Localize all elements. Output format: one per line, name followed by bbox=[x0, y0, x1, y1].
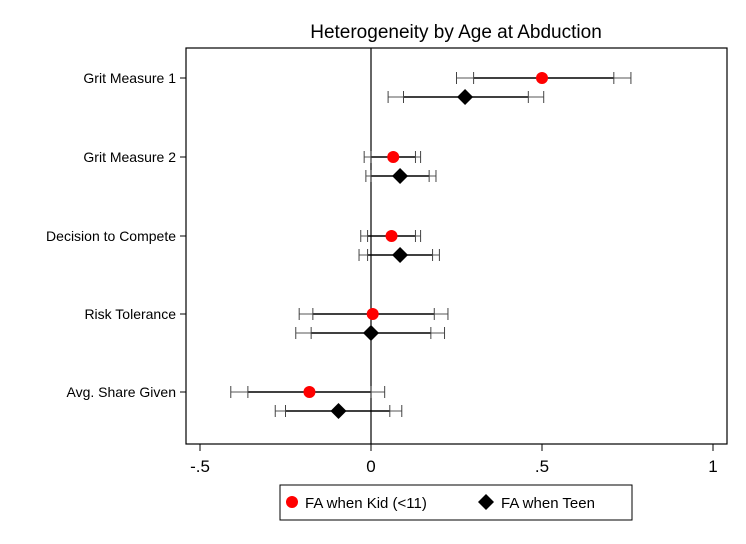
legend-teen-marker bbox=[478, 494, 494, 510]
x-tick-label: -.5 bbox=[190, 457, 210, 476]
teen-estimate-marker bbox=[330, 403, 347, 419]
kid-estimate-marker bbox=[385, 230, 398, 242]
teen-estimate-marker bbox=[363, 325, 379, 341]
category-label: Decision to Compete bbox=[46, 228, 176, 244]
legend-box bbox=[279, 484, 633, 521]
legend: FA when Kid (<11) FA when Teen bbox=[279, 484, 633, 521]
teen-estimate-marker bbox=[457, 89, 474, 105]
plot-frame bbox=[185, 47, 728, 445]
legend-kid-label: FA when Kid (<11) bbox=[305, 495, 427, 512]
teen-estimate-marker bbox=[392, 247, 409, 263]
legend-teen-label: FA when Teen bbox=[501, 495, 595, 512]
chart-title: Heterogeneity by Age at Abduction bbox=[310, 22, 602, 43]
legend-kid-marker bbox=[286, 496, 298, 508]
x-tick-label: 0 bbox=[366, 457, 375, 476]
category-labels: Grit Measure 1 Grit Measure 2 Decision to … bbox=[46, 70, 186, 400]
kid-estimate-marker bbox=[303, 386, 316, 398]
x-axis: -.5 0 .5 1 bbox=[190, 444, 718, 476]
kid-estimate-marker bbox=[536, 72, 548, 84]
point-estimates bbox=[303, 72, 548, 419]
x-tick-label: .5 bbox=[535, 457, 549, 476]
category-label: Avg. Share Given bbox=[67, 384, 176, 400]
category-label: Grit Measure 2 bbox=[83, 149, 176, 165]
category-label: Grit Measure 1 bbox=[83, 70, 176, 86]
x-tick-label: 1 bbox=[708, 457, 717, 476]
teen-estimate-marker bbox=[392, 168, 409, 184]
kid-estimate-marker bbox=[387, 151, 400, 163]
category-label: Risk Tolerance bbox=[84, 306, 176, 322]
kid-estimate-marker bbox=[366, 308, 379, 320]
